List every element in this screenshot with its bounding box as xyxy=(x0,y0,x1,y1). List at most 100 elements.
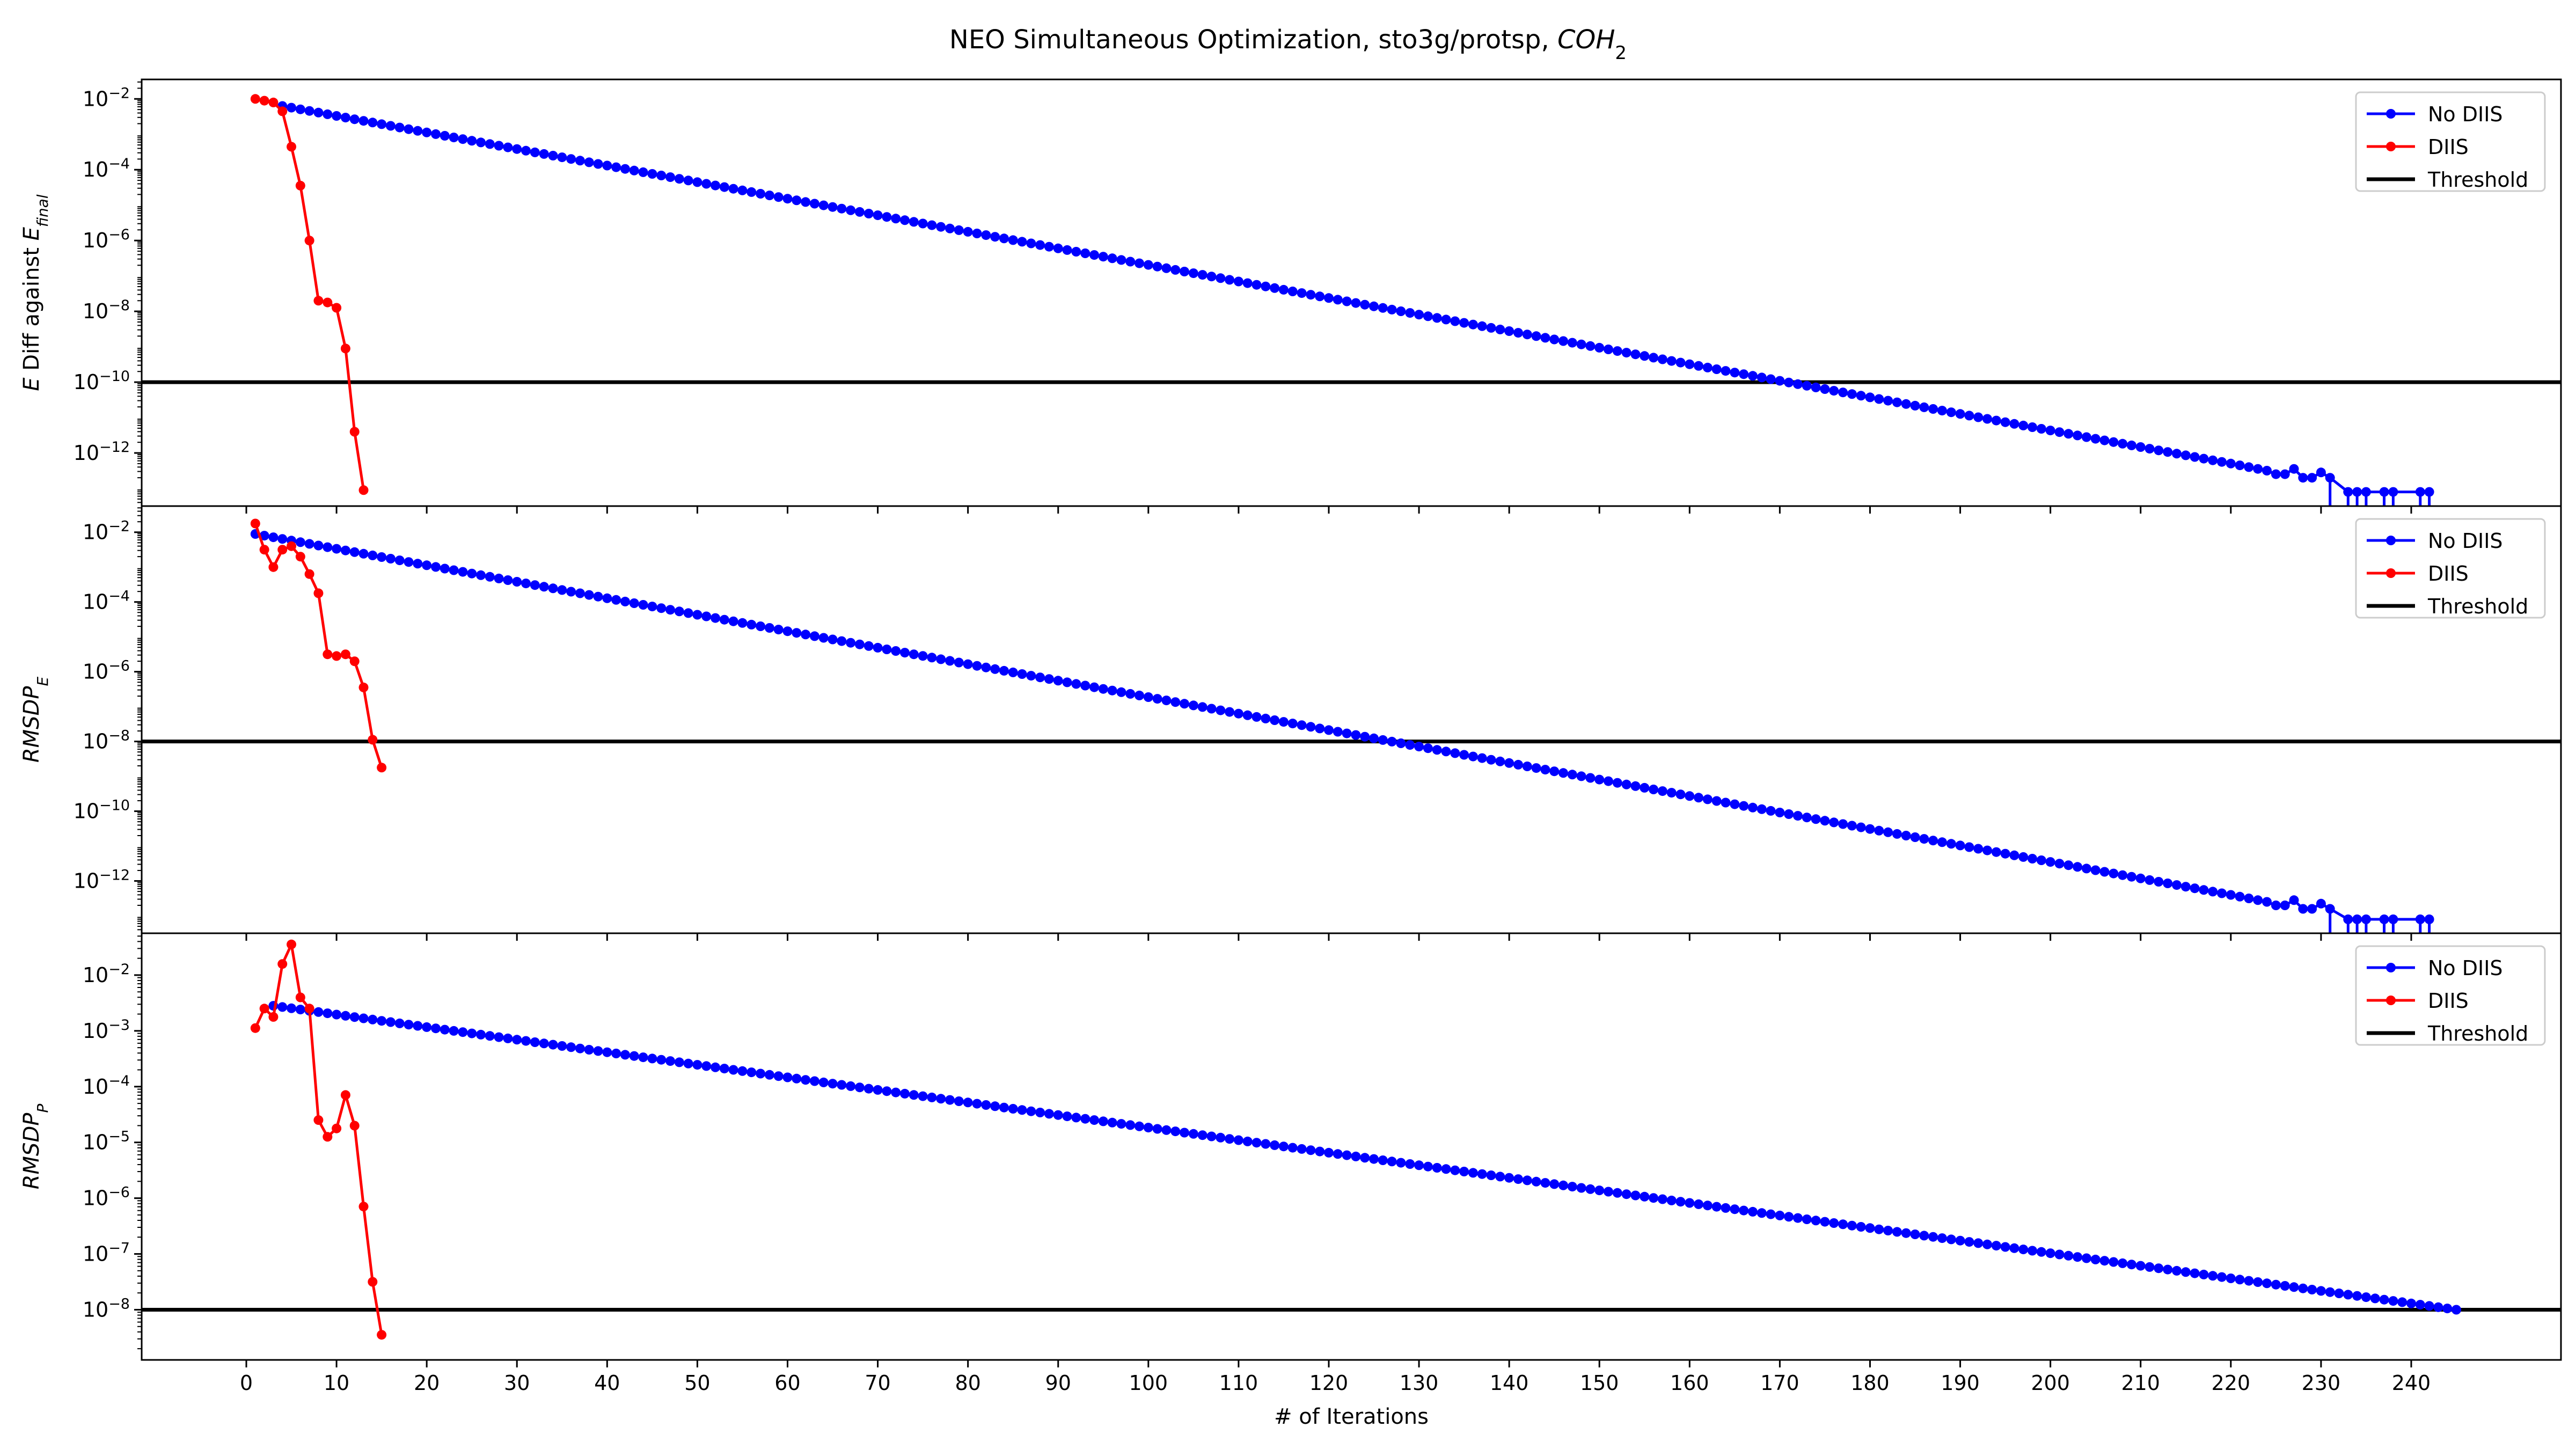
no_diis-point xyxy=(1351,730,1361,740)
no_diis-point xyxy=(1080,1114,1091,1124)
no_diis-point xyxy=(1008,1104,1018,1114)
no_diis-point xyxy=(1919,402,1929,412)
no_diis-point xyxy=(846,205,856,215)
no_diis-point xyxy=(2180,882,2191,892)
diis-point xyxy=(268,1012,279,1022)
no_diis-point xyxy=(792,195,802,206)
no_diis-point xyxy=(1432,1163,1442,1173)
no_diis-point xyxy=(2054,427,2065,437)
no_diis-point xyxy=(1513,1174,1523,1184)
no_diis-point xyxy=(1964,1237,1974,1247)
diis-series xyxy=(250,518,387,773)
diis-point xyxy=(323,1132,333,1142)
no_diis-point xyxy=(2289,895,2299,905)
no_diis-point xyxy=(1540,333,1550,343)
no_diis-point xyxy=(2028,1246,2037,1256)
no_diis-point xyxy=(431,1023,441,1034)
no_diis-point xyxy=(1342,1150,1352,1160)
no_diis-point xyxy=(981,662,991,672)
plot-area xyxy=(142,94,2561,506)
no_diis-point xyxy=(1170,1126,1181,1137)
no_diis-point xyxy=(2298,473,2308,483)
no_diis-point xyxy=(1495,756,1505,766)
no_diis-point xyxy=(846,638,856,648)
no_diis-point xyxy=(936,1094,946,1104)
no_diis-point xyxy=(1423,1161,1433,1172)
no_diis-point xyxy=(1919,834,1929,844)
no_diis-point xyxy=(530,1037,540,1047)
no_diis-point xyxy=(927,1092,937,1102)
no_diis-point xyxy=(1197,1130,1208,1140)
no_diis-point xyxy=(1757,804,1767,814)
no_diis-point xyxy=(494,573,504,583)
diis-point xyxy=(323,649,333,660)
no_diis-point xyxy=(584,1045,594,1055)
x-axis-label: # of Iterations xyxy=(1274,1404,1429,1429)
no_diis-point xyxy=(638,167,648,177)
no_diis-point xyxy=(2036,1247,2046,1257)
diis-point xyxy=(313,296,324,306)
no_diis-point xyxy=(1865,1223,1875,1233)
no_diis-point xyxy=(1982,845,1992,855)
no_diis-point xyxy=(2424,914,2434,924)
no_diis-point xyxy=(1711,364,1722,374)
y-tick-label: 10−10 xyxy=(74,797,130,823)
legend-diis-label: DIIS xyxy=(2428,989,2469,1013)
no_diis-point xyxy=(809,199,819,209)
no_diis-point xyxy=(1820,816,1830,826)
diis-point xyxy=(304,1004,314,1014)
no_diis-point xyxy=(440,564,450,574)
no_diis-point xyxy=(1964,842,1974,852)
no_diis-point xyxy=(882,212,892,222)
no_diis-point xyxy=(2433,1302,2443,1312)
no_diis-point xyxy=(1973,1238,1984,1248)
no_diis-point xyxy=(1170,265,1181,275)
y-tick-label: 10−4 xyxy=(83,588,130,614)
no_diis-point xyxy=(2325,473,2335,483)
no_diis-point xyxy=(2172,1265,2182,1276)
no_diis-point xyxy=(1793,379,1803,389)
no_diis-point xyxy=(1180,267,1189,276)
plot-area xyxy=(142,518,2561,933)
no_diis-point xyxy=(2118,438,2128,449)
no_diis-point xyxy=(2226,1274,2236,1283)
no_diis-point xyxy=(2379,487,2389,497)
no_diis-point xyxy=(846,1081,856,1091)
no_diis-point xyxy=(1675,1197,1686,1207)
y-tick-label: 10−10 xyxy=(74,368,130,394)
no_diis-point xyxy=(2054,859,2065,869)
no_diis-point xyxy=(837,1080,847,1090)
no_diis-point xyxy=(368,118,378,128)
no_diis-point xyxy=(1612,1188,1622,1198)
no_diis-point xyxy=(2000,417,2010,427)
no_diis-point xyxy=(1775,1210,1785,1220)
no_diis-point xyxy=(882,1086,892,1096)
diis-point xyxy=(250,518,260,529)
no_diis-point xyxy=(1468,1168,1478,1178)
no_diis-point xyxy=(2253,1277,2263,1287)
no_diis-point xyxy=(1206,704,1217,714)
no_diis-point xyxy=(1017,1105,1027,1115)
diis-point xyxy=(268,562,279,572)
no_diis-point xyxy=(394,555,405,566)
no_diis-point xyxy=(1405,740,1415,750)
no_diis-point xyxy=(1585,1184,1596,1194)
no_diis-point xyxy=(782,626,793,636)
no_diis-point xyxy=(422,127,432,137)
no_diis-point xyxy=(1423,743,1433,753)
legend-no_diis-marker xyxy=(2386,536,2396,545)
no_diis-point xyxy=(2163,879,2173,888)
no_diis-point xyxy=(954,657,964,668)
no_diis-point xyxy=(349,1012,360,1022)
no_diis-point xyxy=(1206,272,1217,282)
no_diis-point xyxy=(1252,712,1262,722)
no_diis-point xyxy=(981,230,991,240)
no_diis-point xyxy=(782,1072,793,1082)
no_diis-point xyxy=(828,202,838,212)
no_diis-point xyxy=(602,593,612,603)
diis-point xyxy=(340,343,350,354)
no_diis-point xyxy=(2208,887,2218,897)
no_diis-point xyxy=(1991,847,2001,857)
no_diis-point xyxy=(647,169,657,179)
